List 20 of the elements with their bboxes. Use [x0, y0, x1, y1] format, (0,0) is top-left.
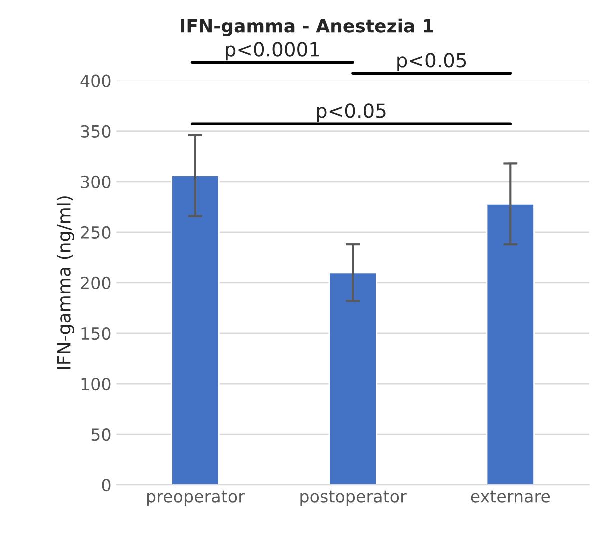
y-tick-label: 250 — [81, 226, 111, 240]
x-tick-label: preoperator — [147, 490, 245, 506]
y-tick-label: 100 — [82, 378, 111, 391]
x-tick-label: externare — [471, 490, 550, 503]
y-tick-label: 200 — [81, 276, 111, 290]
chart-title: IFN-gamma - Anestezia 1 — [181, 18, 434, 36]
bar — [486, 203, 535, 486]
y-tick-label: 0 — [102, 479, 111, 492]
y-tick-label: 150 — [82, 327, 111, 340]
y-tick-label: 300 — [81, 176, 111, 188]
y-tick-label: 50 — [92, 428, 111, 442]
y-tick-label: 400 — [80, 74, 111, 88]
text: p<0.05 — [398, 53, 466, 72]
annotation: p<0.05 — [317, 104, 386, 122]
y-axis-title: IFN-gamma (ng/ml) — [56, 196, 74, 370]
bar — [328, 272, 378, 486]
text: p<0.0001 — [226, 42, 320, 61]
bar — [171, 175, 220, 486]
y-tick-label: 350 — [81, 125, 111, 138]
x-tick-label: postoperator — [300, 490, 407, 506]
